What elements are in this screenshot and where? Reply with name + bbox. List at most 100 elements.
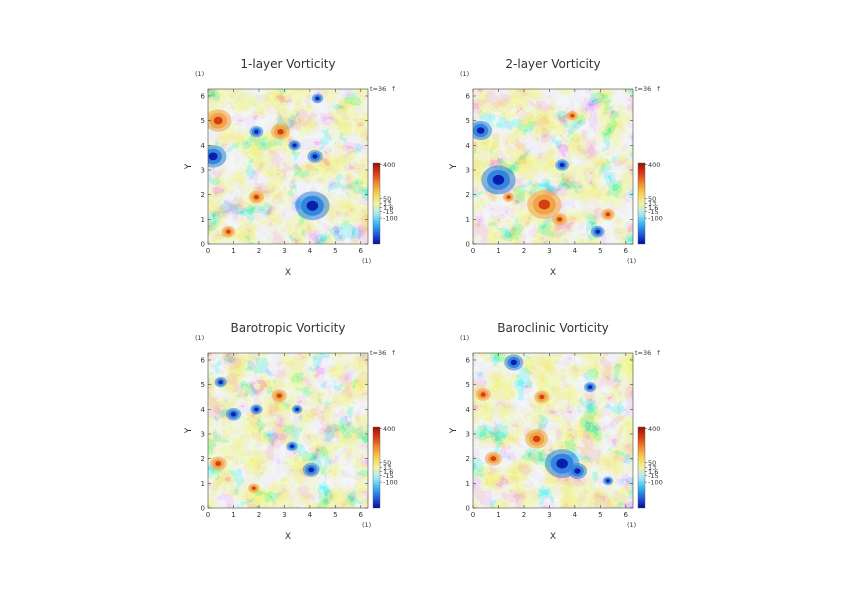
y-tick-label: 0	[466, 241, 470, 249]
y-tick-label: 4	[201, 142, 206, 150]
vortex-center	[539, 394, 545, 400]
y-tick-label: 6	[466, 92, 471, 100]
vortex-center	[254, 129, 259, 134]
colorbar-tick-label: -100	[383, 214, 398, 222]
x-tick-label: 3	[547, 511, 551, 519]
colorbar-tick-label: 13	[383, 200, 391, 208]
y-unit-label: (1)	[460, 70, 469, 78]
vortex-center	[215, 461, 221, 467]
colorbar-tick-label: -15	[648, 208, 659, 216]
y-tick-label: 3	[201, 166, 205, 174]
colorbar-tick-label: -100	[648, 214, 663, 222]
x-tick-label: 4	[573, 247, 578, 255]
plot-frame	[207, 88, 369, 245]
vortex-center	[510, 359, 517, 366]
y-tick-label: 1	[201, 216, 205, 224]
colorbar-tick-label: 1.6	[383, 204, 393, 212]
x-axis-label: X	[550, 532, 556, 542]
colorbar	[372, 162, 381, 245]
colorbar-tick-label: 50	[383, 195, 391, 203]
colorbar	[372, 426, 381, 509]
vortex-center	[226, 229, 231, 234]
vortex-center	[306, 200, 319, 211]
x-tick-label: 1	[496, 511, 500, 519]
field-texture	[208, 89, 368, 244]
colorbar-tick-label: -100	[383, 478, 398, 486]
plot-frame	[472, 88, 634, 245]
colorbar-tick-label: 400	[383, 425, 395, 433]
colorbar-tick-label: 1.6	[648, 468, 658, 476]
x-unit-label: (1)	[627, 257, 636, 265]
vortex-center	[574, 468, 581, 474]
x-tick-label: 2	[522, 511, 526, 519]
vortex-center	[213, 116, 223, 125]
vortex-center	[276, 393, 282, 398]
y-tick-label: 5	[466, 117, 470, 125]
y-tick-label: 3	[201, 430, 205, 438]
colorbar-tick-label: 13	[383, 464, 391, 472]
time-label: t=36	[635, 85, 651, 93]
colorbar-tick-label: 1.6	[648, 204, 658, 212]
vortex-center	[230, 412, 237, 417]
vortex-center	[557, 217, 563, 222]
vorticity-panel-4: Baroclinic Vorticity 0 1 2 3 4 5 6 0 1 2 3 4 5 6 X Y (1) (…	[449, 321, 663, 542]
vorticity-panel-1: 1-layer Vorticity 0 1 2 3 4 5 6 0 1 2 3 4 5 6 X Y (1) (1) t…	[184, 57, 398, 278]
vortex-center	[605, 212, 611, 217]
vortex-center	[253, 194, 259, 200]
plot-frame	[472, 352, 634, 509]
colorbar-tick-label: 400	[648, 161, 660, 169]
colorbar-tick-label: -15	[383, 208, 394, 216]
x-unit-label: (1)	[362, 521, 371, 529]
colorbar-tick-label: 50	[648, 195, 656, 203]
x-tick-label: 2	[522, 247, 526, 255]
y-tick-label: 1	[201, 480, 205, 488]
y-tick-label: 4	[466, 406, 471, 414]
x-axis-label: X	[550, 268, 556, 278]
y-tick-label: 2	[466, 191, 470, 199]
x-tick-label: 5	[333, 511, 337, 519]
y-tick-label: 5	[466, 381, 470, 389]
x-unit-label: (1)	[362, 257, 371, 265]
y-tick-label: 1	[466, 480, 470, 488]
y-tick-label: 0	[201, 241, 205, 249]
x-tick-label: 5	[598, 247, 602, 255]
x-axis-label: X	[285, 532, 291, 542]
x-unit-label: (1)	[627, 521, 636, 529]
time-marker: ↑	[391, 349, 396, 357]
time-marker: ↑	[391, 85, 396, 93]
vortex-center	[570, 114, 575, 118]
vorticity-field	[208, 353, 368, 508]
x-tick-label: 0	[471, 247, 475, 255]
colorbar-tick-label: 13	[648, 464, 656, 472]
y-tick-label: 3	[466, 166, 470, 174]
x-tick-label: 5	[598, 511, 602, 519]
vortex-center	[595, 229, 601, 234]
y-tick-label: 2	[201, 455, 205, 463]
vortex-center	[308, 467, 314, 473]
plot-frame	[207, 352, 369, 509]
colorbar-tick-label: 1.6	[383, 468, 393, 476]
y-axis-label: Y	[449, 427, 459, 434]
x-tick-label: 3	[282, 511, 286, 519]
x-tick-label: 0	[206, 511, 210, 519]
colorbar-tick-label: -15	[383, 472, 394, 480]
vortex-center	[476, 127, 485, 134]
time-label: t=36	[370, 349, 386, 357]
vortex-center	[290, 444, 294, 448]
colorbar-tick-label: 50	[383, 459, 391, 467]
panel-title: 2-layer Vorticity	[505, 57, 600, 71]
vortex-center	[492, 174, 505, 185]
x-tick-label: 0	[206, 247, 210, 255]
x-tick-label: 4	[573, 511, 578, 519]
colorbar-tick-label: 400	[383, 161, 395, 169]
vortex-center	[506, 195, 511, 199]
vortex-center	[556, 458, 568, 469]
vortex-center	[588, 385, 593, 389]
vortex-center	[251, 486, 256, 490]
y-unit-label: (1)	[195, 334, 204, 342]
x-tick-label: 4	[308, 247, 313, 255]
x-tick-label: 3	[282, 247, 286, 255]
vortex-center	[315, 96, 320, 101]
y-tick-label: 5	[201, 381, 205, 389]
time-marker: ↑	[656, 349, 661, 357]
